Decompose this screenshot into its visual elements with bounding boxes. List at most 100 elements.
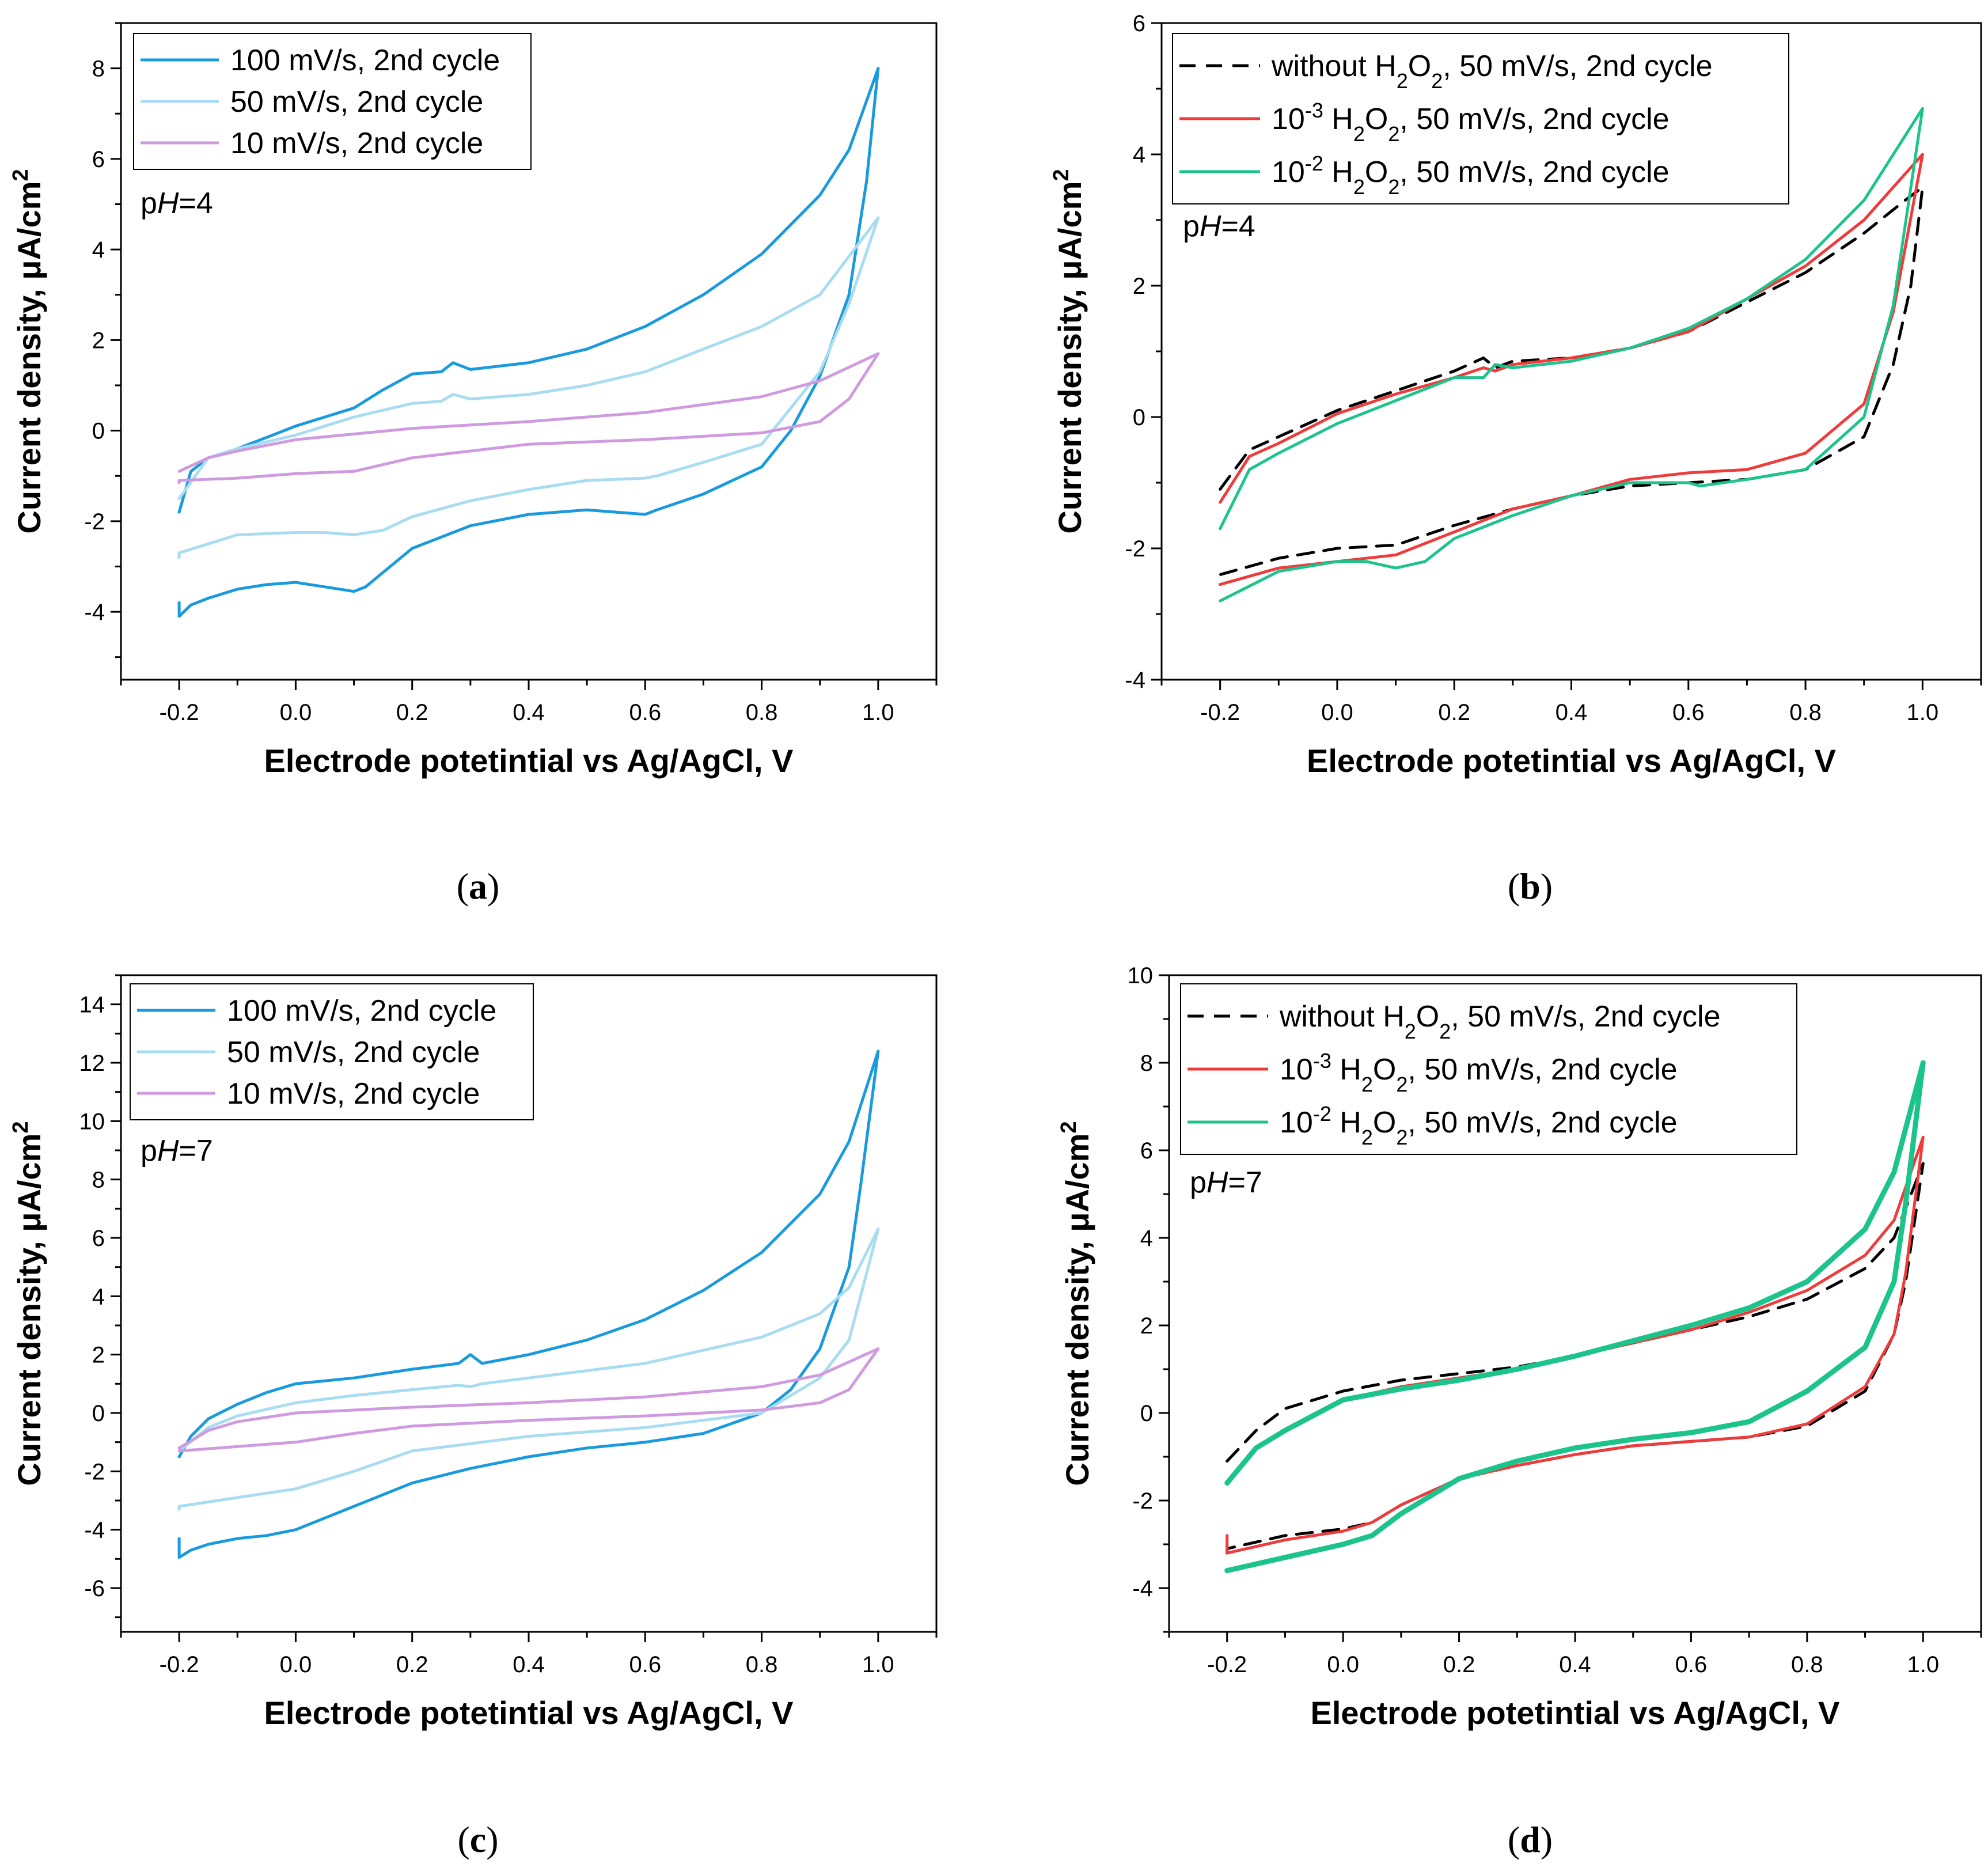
x-tick-label: 1.0 [1907,700,1939,725]
y-tick-label: -4 [84,1518,105,1543]
y-tick-label: 8 [1140,1051,1153,1076]
panel-a: -0.2 0.0 0.2 0.4 0.6 0.8 1.0 -4 -2 0 2 4 6 8 Electrode… [9,22,938,907]
x-tick-label: -0.2 [160,1652,199,1677]
x-tick-label: -0.2 [160,700,199,725]
legend: 100 mV/s, 2nd cycle 50 mV/s, 2nd cycle 10 … [133,33,532,170]
legend-entry: 50 mV/s, 2nd cycle [227,1036,480,1069]
legend: without H2O2, 50 mV/s, 2nd cycle 10-3 H2O… [1172,33,1789,204]
y-tick-label: 10 [1128,963,1154,988]
panel-d: -0.2 0.0 0.2 0.4 0.6 0.8 1.0 -4 -2 0 2 4 6 8 10 Electro… [1057,963,1982,1860]
x-tick-label: 0.2 [396,1652,428,1677]
y-tick-label: -6 [84,1576,105,1601]
legend-entry: 100 mV/s, 2nd cycle [230,44,500,77]
y-axis-title: Current density, μA/cm2 [9,1121,47,1486]
series-line-3 [1219,107,1924,603]
y-tick-label: 10 [79,1109,105,1134]
legend-entry: 10-2 H2O2, 50 mV/s, 2nd cycle [1280,1102,1678,1149]
y-axis-title: Current density, μA/cm2 [1049,169,1088,533]
ph-annotation: pH=7 [141,1134,213,1168]
series-line-3 [1224,1060,1926,1574]
panel-caption: (c) [457,1819,498,1860]
x-tick-label: 0.2 [1443,1652,1475,1677]
y-tick-label: 4 [1140,1226,1153,1251]
x-tick-label: 0.0 [280,700,312,725]
legend: without H2O2, 50 mV/s, 2nd cycle 10-3 H2O… [1180,983,1797,1155]
x-tick-label: 0.0 [1321,700,1353,725]
x-tick-label: 0.2 [1438,700,1470,725]
y-tick-label: 6 [1140,1138,1153,1164]
x-tick-label: 0.4 [513,1652,545,1677]
legend-box [1180,983,1797,1155]
x-tick-label: 1.0 [862,1652,894,1677]
legend: 100 mV/s, 2nd cycle 50 mV/s, 2nd cycle 10 … [130,983,534,1120]
y-tick-label: -2 [1132,1488,1153,1514]
panel-b: -0.2 0.0 0.2 0.4 0.6 0.8 1.0 -4 -2 0 2 4 6 Electrode … [1049,11,1982,907]
y-tick-label: 8 [92,56,105,82]
legend-entry: 10-2 H2O2, 50 mV/s, 2nd cycle [1272,151,1670,199]
series-line-2 [1219,153,1924,586]
plot-area [1219,107,1924,603]
x-tick-label: 0.4 [513,700,545,725]
x-axis-title: Electrode potetintial vs Ag/AgCl, V [1307,742,1836,779]
series-line-1 [177,1050,880,1559]
y-tick-label: 4 [92,237,105,263]
y-tick-label: 0 [1140,1401,1153,1426]
panel-caption: (a) [457,866,500,907]
y-tick-label: -4 [1132,1576,1153,1601]
y-axis-title: Current density, μA/cm2 [9,169,47,533]
y-tick-label: 6 [92,1226,105,1251]
y-tick-label: 6 [1133,11,1145,36]
x-tick-label: 0.0 [280,1652,312,1677]
y-axis-title: Current density, μA/cm2 [1057,1121,1095,1486]
x-tick-label: 1.0 [1907,1652,1939,1677]
plot-area [177,67,880,618]
legend-entry: 10 mV/s, 2nd cycle [230,127,483,160]
x-tick-label: 0.6 [1675,1652,1708,1677]
legend-box [1172,33,1789,204]
y-tick-label: 2 [1133,274,1145,299]
ph-annotation: pH=4 [1183,210,1255,243]
plot-area [177,1050,880,1559]
series-line-2 [177,1227,880,1511]
x-tick-label: 0.8 [1791,1652,1823,1677]
legend-entry: without H2O2, 50 mV/s, 2nd cycle [1271,50,1712,93]
legend-entry: 10-3 H2O2, 50 mV/s, 2nd cycle [1272,98,1670,146]
x-tick-label: 0.8 [746,700,778,725]
y-tick-label: 8 [92,1168,105,1193]
x-tick-label: 0.8 [746,1652,778,1677]
y-tick-label: 4 [1133,142,1145,168]
ph-annotation: pH=7 [1190,1166,1262,1199]
y-tick-label: 0 [92,419,105,444]
series-line-1 [177,67,880,618]
x-tick-label: 0.4 [1556,700,1588,725]
y-tick-label: -2 [84,509,105,535]
series-line-3 [177,1347,880,1453]
y-tick-label: 0 [92,1401,105,1426]
y-tick-label: 4 [92,1284,105,1309]
legend-entry: 10-3 H2O2, 50 mV/s, 2nd cycle [1280,1049,1678,1096]
y-tick-label: 2 [92,328,105,353]
ph-annotation: pH=4 [141,187,213,220]
series-line-2 [177,216,880,559]
x-tick-label: 0.0 [1327,1652,1359,1677]
x-tick-label: 0.4 [1559,1652,1591,1677]
panel-caption: (b) [1508,866,1553,907]
x-tick-label: 0.6 [629,1652,661,1677]
plot-area [1224,1060,1926,1574]
series-line-3 [177,352,880,484]
x-axis-title: Electrode potetintial vs Ag/AgCl, V [264,1695,794,1731]
y-tick-label: -2 [1125,536,1145,562]
x-tick-label: 0.2 [396,700,428,725]
panel-caption: (d) [1508,1819,1553,1860]
y-tick-label: 2 [1140,1313,1153,1339]
y-tick-label: 6 [92,147,105,172]
x-tick-label: 0.8 [1789,700,1822,725]
x-axis-title: Electrode potetintial vs Ag/AgCl, V [1311,1695,1840,1731]
y-tick-label: -4 [84,600,105,625]
legend-entry: without H2O2, 50 mV/s, 2nd cycle [1279,1000,1720,1043]
y-tick-label: -4 [1125,668,1145,693]
x-tick-label: 0.6 [629,700,661,725]
y-tick-label: 2 [92,1343,105,1368]
x-tick-label: -0.2 [1207,1652,1247,1677]
